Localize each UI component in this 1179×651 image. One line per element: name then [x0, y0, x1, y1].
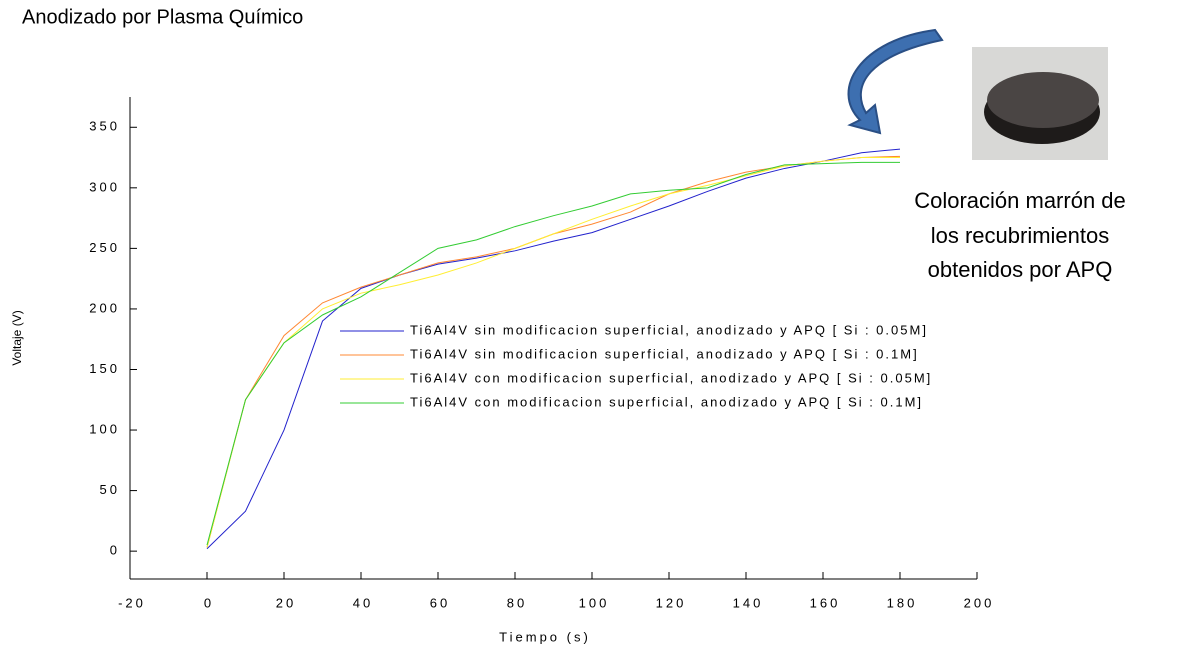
x-axis-label: Tiempo (s) [499, 629, 591, 644]
legend-label: Ti6Al4V sin modificacion superficial, an… [410, 346, 919, 361]
y-tick-label: 200 [89, 300, 120, 315]
y-tick-label: 100 [89, 421, 120, 436]
x-tick-label: 160 [810, 595, 841, 610]
y-tick-label: 50 [100, 482, 120, 497]
series-line [206, 161, 900, 546]
series-line [206, 157, 900, 548]
x-tick-label: 0 [204, 595, 214, 610]
series-line [206, 148, 901, 550]
y-axis-label: Voltaje (V) [10, 310, 24, 365]
y-tick-label: 150 [89, 361, 120, 376]
x-tick-label: 100 [579, 595, 610, 610]
y-tick-label: 350 [89, 119, 120, 134]
x-tick-label: 180 [887, 595, 918, 610]
x-tick-label: 80 [507, 595, 527, 610]
photo-disk-top [987, 72, 1099, 128]
y-tick-label: 0 [110, 543, 120, 558]
x-tick-label: 60 [430, 595, 450, 610]
annotation: Coloración marrón de [914, 188, 1126, 213]
x-tick-label: 40 [353, 595, 373, 610]
arrow [847, 28, 944, 135]
legend-label: Ti6Al4V con modificacion superficial, an… [410, 370, 932, 385]
legend-label: Ti6Al4V con modificacion superficial, an… [410, 394, 923, 409]
x-tick-label: 200 [964, 595, 995, 610]
legend-label: Ti6Al4V sin modificacion superficial, an… [410, 322, 928, 337]
y-tick-label: 250 [89, 240, 120, 255]
chart-title: Anodizado por Plasma Químico [22, 6, 303, 28]
x-tick-label: 20 [276, 595, 296, 610]
x-tick-label: 140 [733, 595, 764, 610]
x-tick-label: -20 [118, 595, 146, 610]
x-tick-label: 120 [656, 595, 687, 610]
y-tick-label: 300 [89, 179, 120, 194]
annotation: obtenidos por APQ [928, 257, 1113, 282]
annotation: los recubrimientos [931, 223, 1110, 248]
